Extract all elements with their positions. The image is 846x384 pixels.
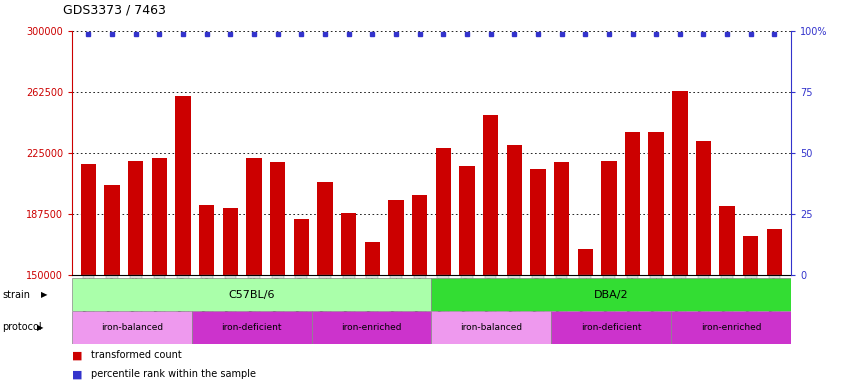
Bar bbox=[672, 91, 688, 384]
Bar bbox=[459, 166, 475, 384]
Bar bbox=[388, 200, 404, 384]
Bar bbox=[743, 235, 759, 384]
Bar bbox=[649, 131, 664, 384]
Bar bbox=[192, 311, 311, 344]
Bar bbox=[294, 219, 309, 384]
Bar bbox=[695, 141, 711, 384]
Text: iron-balanced: iron-balanced bbox=[460, 323, 523, 332]
Bar bbox=[151, 157, 168, 384]
Text: strain: strain bbox=[3, 290, 30, 300]
Bar bbox=[175, 96, 191, 384]
Bar bbox=[412, 195, 427, 384]
Bar bbox=[602, 161, 617, 384]
Bar bbox=[311, 311, 431, 344]
Text: DBA/2: DBA/2 bbox=[594, 290, 629, 300]
Bar bbox=[246, 157, 261, 384]
Bar bbox=[578, 248, 593, 384]
Text: protocol: protocol bbox=[3, 322, 42, 333]
Bar bbox=[671, 311, 791, 344]
Bar bbox=[530, 169, 546, 384]
Text: iron-balanced: iron-balanced bbox=[101, 323, 163, 332]
Text: transformed count: transformed count bbox=[91, 350, 181, 360]
Bar bbox=[766, 229, 783, 384]
Bar bbox=[431, 311, 552, 344]
Text: C57BL/6: C57BL/6 bbox=[228, 290, 275, 300]
Bar bbox=[80, 164, 96, 384]
Bar bbox=[270, 162, 285, 384]
Bar bbox=[625, 131, 640, 384]
Bar bbox=[222, 208, 238, 384]
Bar bbox=[554, 162, 569, 384]
Bar bbox=[719, 206, 735, 384]
Text: ▶: ▶ bbox=[41, 290, 47, 299]
Bar bbox=[365, 242, 380, 384]
Text: percentile rank within the sample: percentile rank within the sample bbox=[91, 369, 255, 379]
Text: GDS3373 / 7463: GDS3373 / 7463 bbox=[63, 4, 167, 17]
Text: ▶: ▶ bbox=[37, 323, 44, 332]
Bar bbox=[341, 213, 356, 384]
Bar bbox=[128, 161, 144, 384]
Bar bbox=[72, 311, 192, 344]
Bar bbox=[431, 278, 791, 311]
Text: iron-enriched: iron-enriched bbox=[700, 323, 761, 332]
Bar bbox=[552, 311, 671, 344]
Text: iron-enriched: iron-enriched bbox=[341, 323, 402, 332]
Bar bbox=[317, 182, 332, 384]
Text: iron-deficient: iron-deficient bbox=[222, 323, 282, 332]
Bar bbox=[72, 278, 431, 311]
Text: iron-deficient: iron-deficient bbox=[581, 323, 641, 332]
Bar bbox=[104, 185, 120, 384]
Bar bbox=[436, 148, 451, 384]
Bar bbox=[507, 144, 522, 384]
Bar bbox=[483, 115, 498, 384]
Text: ■: ■ bbox=[72, 350, 82, 360]
Text: ■: ■ bbox=[72, 369, 82, 379]
Bar bbox=[199, 205, 214, 384]
